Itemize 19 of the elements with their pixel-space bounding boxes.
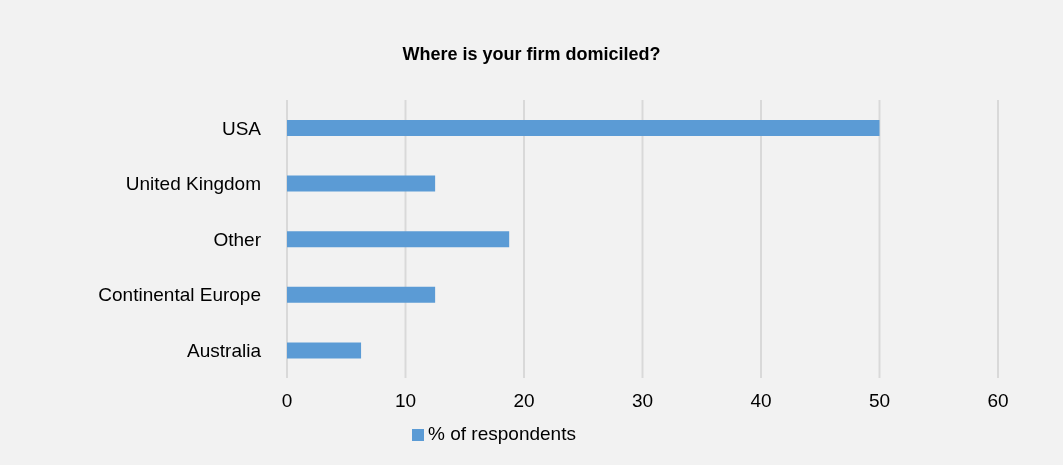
x-tick-label: 30 — [631, 390, 654, 412]
legend-label: % of respondents — [428, 423, 576, 444]
bar — [287, 231, 510, 248]
y-tick-label: Other — [213, 228, 262, 250]
x-tick-label: 0 — [281, 390, 293, 412]
x-tick-label: 40 — [750, 390, 772, 412]
bar — [287, 120, 880, 136]
y-tick-label: Continental Europe — [98, 284, 261, 306]
y-tick-label: Australia — [187, 339, 262, 361]
bar — [287, 175, 436, 192]
bar — [287, 342, 362, 359]
x-tick-label: 10 — [394, 390, 417, 412]
bar — [287, 286, 436, 303]
x-tick-label: 20 — [513, 390, 535, 412]
y-tick-label: United Kingdom — [125, 173, 261, 195]
chart-title: Where is your firm domiciled? — [401, 44, 662, 65]
x-tick-label: 50 — [868, 390, 891, 412]
x-tick-label: 60 — [987, 390, 1009, 412]
y-tick-label: USA — [221, 117, 262, 139]
